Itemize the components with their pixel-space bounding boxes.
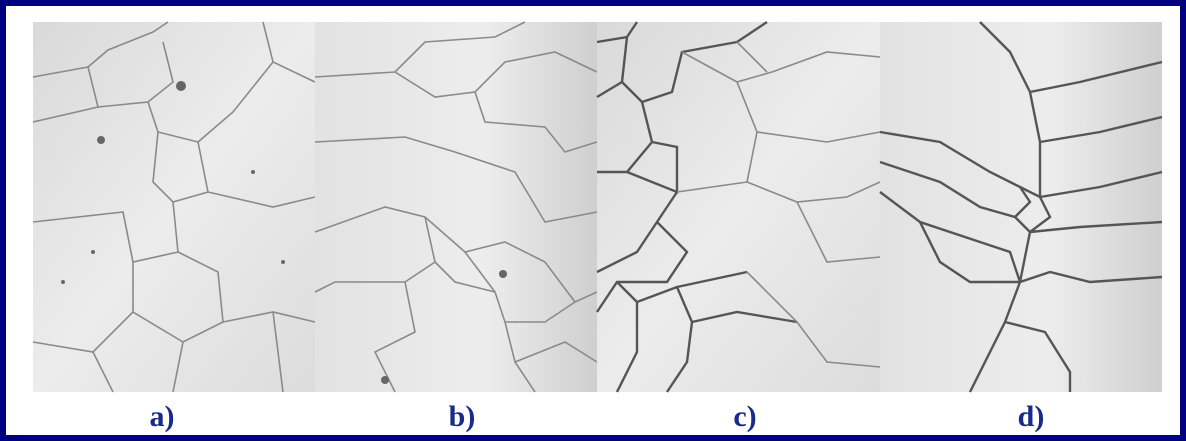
panel-label: d) [1018, 400, 1045, 433]
panel-label: b) [449, 400, 476, 433]
panel-label: c) [733, 400, 756, 433]
micrograph-b [315, 22, 597, 392]
figure: a) b) c) d) [0, 0, 1186, 441]
panel-label: a) [150, 400, 175, 433]
micrograph-d [880, 22, 1162, 392]
micrograph-a [33, 22, 315, 392]
micrograph-c [597, 22, 880, 392]
